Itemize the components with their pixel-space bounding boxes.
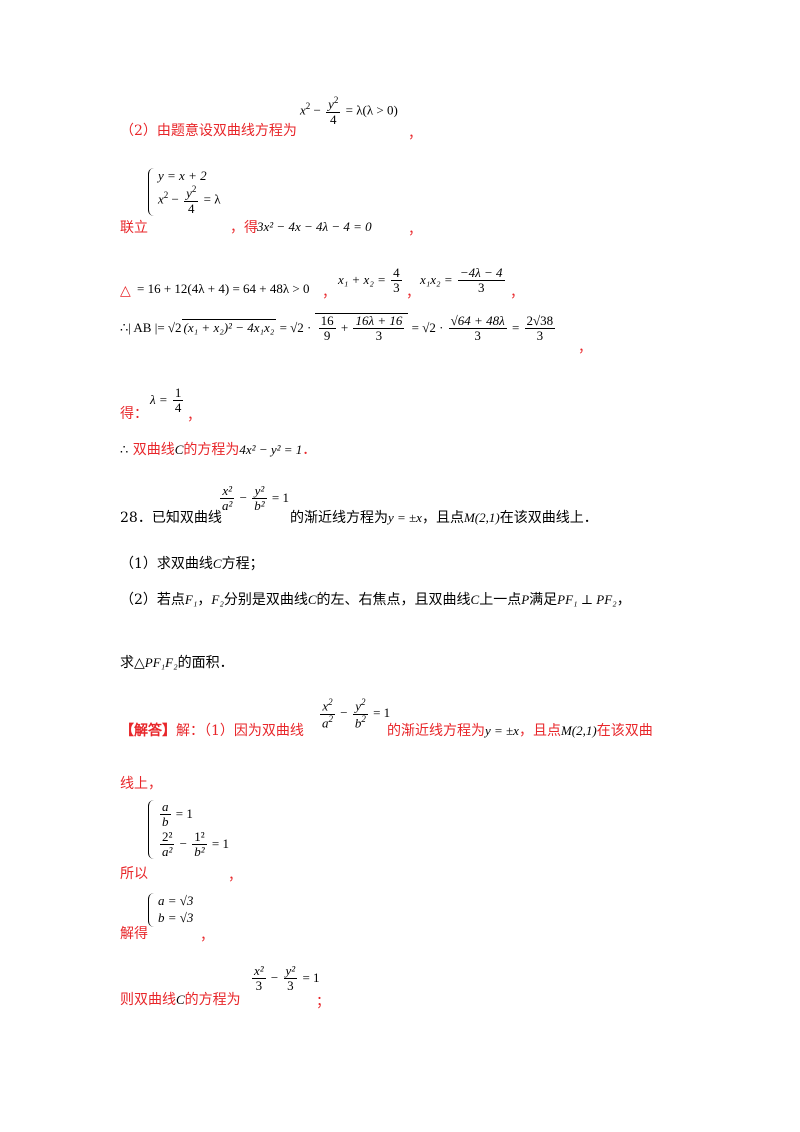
line-3-comma-1: ， [322,285,336,301]
question-28-text-2: 的渐近线方程为y = ±x，且点M(2,1)在该双曲线上． [290,510,598,526]
line-6: ∴ 双曲线C的方程为4x² − y² = 1． [120,442,317,458]
line-5-tail: ， [187,408,201,424]
line-3-comma-2: ， [406,285,420,301]
line-1: （2）由题意设双曲线方程为 [120,123,297,140]
answer-line-1: 【解答】解：（1）因为双曲线 [120,723,304,739]
answer-line-1b: 的渐近线方程为y = ±x，且点M(2,1)在该双曲 [387,723,653,739]
final-tail: ； [316,994,330,1010]
line-5-label: 得： [120,406,148,422]
question-28-part-1: （1）求双曲线C方程； [120,556,264,572]
answer-line-2: 线上， [120,776,162,792]
line-3-delta: △ [120,283,131,299]
line-1-label: （2）由题意设双曲线方程为 [120,123,297,139]
question-28-equation: x² a² − y² b² = 1 [220,483,289,514]
system-1-label: 所以 [120,866,148,882]
final-equation: x² 3 − y² 3 = 1 [252,963,320,994]
system-2-tail: ， [200,928,214,944]
answer-equation: x2 a2 − y2 b2 = 1 [320,697,391,730]
question-28-text: 28．已知双曲线 [120,510,222,526]
system-2: a = √3 b = √3 [148,893,193,927]
line-4-tail: ， [578,340,592,356]
line-4-equation: ∴| AB |= √2 (x₁ + x₂)² − 4x₁x₂ = √2 · 16 9… [120,313,556,344]
line-2-equation: 3x² − 4x − 4λ − 4 = 0 [257,219,372,234]
line-1-equation: x2 − y2 4 = λ(λ > 0) [300,95,398,127]
line-2-system: y = x + 2 x2 − y2 4 = λ [148,168,221,216]
final-line: 则双曲线C的方程为 [120,992,241,1008]
line-3-equation: = 16 + 12(4λ + 4) = 64 + 48λ > 0 [137,281,310,296]
answer-tag: 【解答】 [120,723,176,739]
line-2-label: 联立 [120,220,148,236]
system-2-label: 解得 [120,926,148,942]
question-28-part-2: （2）若点F₁，F₂分别是双曲线C的左、右焦点，且双曲线C上一点P满足PF₁ ⊥… [120,592,631,608]
question-28-part-2-cont: 求△PF₁F₂的面积． [120,655,234,671]
line-2-tail: ， [408,222,422,238]
line-1-tail: ， [408,126,422,142]
system-1-tail: ， [228,868,242,884]
line-3-comma-3: ， [510,285,524,301]
line-2-mid: ，得 [230,220,258,236]
